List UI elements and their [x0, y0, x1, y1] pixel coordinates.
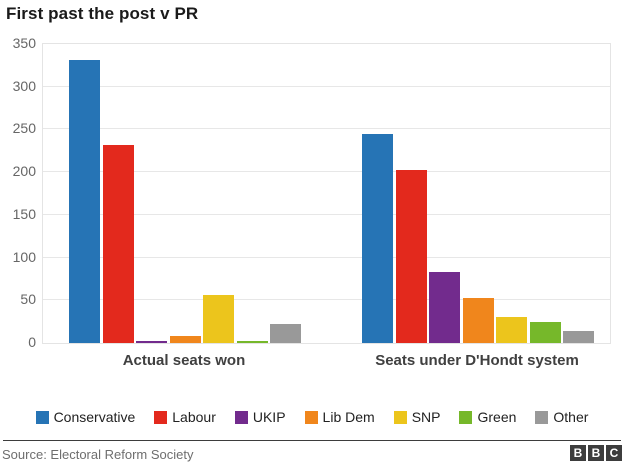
gridline — [43, 85, 610, 87]
legend-item-green: Green — [459, 409, 516, 425]
legend-label: UKIP — [252, 409, 286, 425]
y-tick-label: 100 — [12, 248, 36, 265]
legend-swatch-other — [535, 410, 549, 424]
gridline — [43, 128, 610, 130]
legend-item-labour: Labour — [154, 409, 216, 425]
bar-labour-2 — [395, 170, 427, 343]
legend-item-other: Other — [535, 409, 588, 425]
legend-swatch-lib-dem — [304, 410, 318, 424]
bar-ukip-1 — [136, 341, 167, 343]
y-tick-label: 50 — [20, 291, 36, 308]
y-tick-label: 0 — [28, 334, 36, 350]
gridline — [43, 213, 610, 215]
bar-other-1 — [270, 324, 301, 343]
plot-area — [42, 43, 611, 344]
legend-item-conservative: Conservative — [35, 409, 136, 425]
legend-swatch-green — [459, 410, 473, 424]
bar-snp-2 — [496, 316, 527, 343]
y-tick-label: 300 — [12, 77, 36, 94]
gridline — [43, 171, 610, 173]
bar-group-actual-seats-won — [69, 60, 301, 343]
legend-swatch-conservative — [35, 410, 49, 424]
legend-label: Green — [477, 409, 517, 425]
legend-label: Conservative — [53, 409, 136, 425]
legend-label: SNP — [411, 409, 441, 425]
category-label-2: Seats under D'Hondt system — [375, 352, 579, 369]
bar-green-1 — [236, 341, 268, 343]
bar-green-2 — [529, 321, 561, 343]
legend-item-ukip: UKIP — [234, 409, 286, 425]
bar-labour-1 — [102, 144, 134, 343]
bar-lib-dem-1 — [169, 336, 201, 343]
y-tick-label: 250 — [12, 120, 36, 137]
bar-snp-1 — [203, 295, 234, 343]
legend: Conservative Labour UKIP Lib Dem SNP Green Oth… — [0, 409, 624, 425]
legend-item-snp: SNP — [393, 409, 441, 425]
legend-item-lib-dem: Lib Dem — [304, 409, 375, 425]
bar-lib-dem-2 — [462, 297, 494, 343]
footer-divider — [3, 440, 621, 441]
y-tick-label: 150 — [12, 205, 36, 222]
bar-conservative-1 — [69, 60, 100, 343]
bbc-logo-block: B — [570, 445, 586, 461]
bar-other-2 — [563, 331, 594, 343]
y-tick-label: 200 — [12, 163, 36, 180]
legend-label: Other — [553, 409, 589, 425]
legend-swatch-snp — [393, 410, 407, 424]
legend-swatch-labour — [154, 410, 168, 424]
chart-title: First past the post v PR — [6, 4, 199, 23]
bar-ukip-2 — [429, 272, 460, 343]
bbc-logo-block: B — [588, 445, 604, 461]
y-tick-label: 350 — [12, 35, 36, 51]
gridline — [43, 299, 610, 301]
legend-swatch-ukip — [234, 410, 248, 424]
gridline — [43, 256, 610, 258]
bar-group-seats-under-d-hondt-system — [362, 133, 594, 343]
legend-label: Lib Dem — [322, 409, 375, 425]
source-text: Source: Electoral Reform Society — [2, 447, 194, 462]
category-label-1: Actual seats won — [122, 352, 246, 369]
legend-label: Labour — [172, 409, 216, 425]
bbc-logo-block: C — [606, 445, 622, 461]
bar-conservative-2 — [362, 133, 393, 343]
